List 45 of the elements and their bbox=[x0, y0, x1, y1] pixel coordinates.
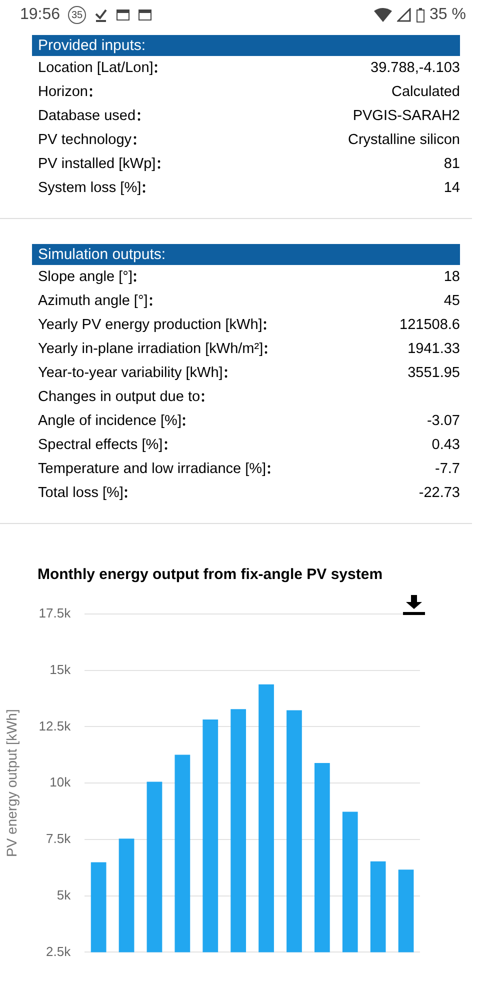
y-tick-label: 2.5k bbox=[46, 944, 72, 959]
category-label: Database used bbox=[38, 108, 136, 124]
text: Calculated bbox=[391, 84, 460, 100]
text: -3.07 bbox=[426, 413, 460, 429]
category-label: Yearly in-plane irradiation [kWh/m²] bbox=[38, 341, 264, 357]
category-label: Azimuth angle [°] bbox=[38, 293, 148, 309]
category-label: Year-to-year variability [kWh] bbox=[38, 365, 223, 381]
chart-title: Monthly energy output from fix-angle PV system bbox=[37, 566, 383, 584]
y-tick-label: 17.5k bbox=[38, 606, 72, 621]
y-tick-label: 5k bbox=[56, 887, 72, 902]
text: -7.7 bbox=[435, 461, 460, 477]
text: 1941.33 bbox=[408, 341, 460, 357]
y-tick-label: 10k bbox=[50, 774, 72, 790]
text: Provided inputs: bbox=[32, 35, 460, 56]
text: 81 bbox=[444, 156, 460, 172]
category-label: System loss [%] bbox=[38, 180, 142, 196]
category-label: Slope angle [°] bbox=[38, 269, 132, 285]
text: PVGIS-SARAH2 bbox=[352, 108, 460, 124]
text: 19:56 bbox=[20, 6, 60, 24]
category-label: Changes in output due to bbox=[38, 389, 200, 405]
text: 45 bbox=[444, 293, 460, 309]
text: 121508.6 bbox=[400, 317, 460, 333]
text: 35 % bbox=[430, 6, 466, 24]
text: 0.43 bbox=[432, 437, 460, 453]
category-label: Spectral effects [%] bbox=[38, 437, 163, 453]
category-label: PV installed [kWp] bbox=[38, 156, 156, 172]
category-label: PV technology bbox=[38, 132, 132, 148]
text: 18 bbox=[444, 269, 460, 285]
y-tick-label: 7.5k bbox=[46, 831, 72, 846]
text: 14 bbox=[444, 180, 460, 196]
text: -22.73 bbox=[418, 485, 460, 501]
text: 3551.95 bbox=[408, 365, 460, 381]
category-label: Temperature and low irradiance [%] bbox=[38, 461, 266, 477]
y-axis-title: PV energy output [kWh] bbox=[3, 709, 20, 858]
category-label: Total loss [%] bbox=[38, 485, 124, 501]
category-label: Location [Lat/Lon] bbox=[38, 60, 154, 76]
y-tick-label: 15k bbox=[50, 662, 72, 677]
text: 35 bbox=[68, 6, 86, 24]
text: 39.788,-4.103 bbox=[370, 60, 460, 76]
text: Crystalline silicon bbox=[348, 132, 460, 148]
category-label: Horizon bbox=[38, 84, 88, 100]
category-label: Yearly PV energy production [kWh] bbox=[38, 317, 262, 333]
y-tick-label: 12.5k bbox=[38, 718, 72, 734]
text: Simulation outputs: bbox=[32, 244, 460, 265]
category-label: Angle of incidence [%] bbox=[38, 413, 182, 429]
